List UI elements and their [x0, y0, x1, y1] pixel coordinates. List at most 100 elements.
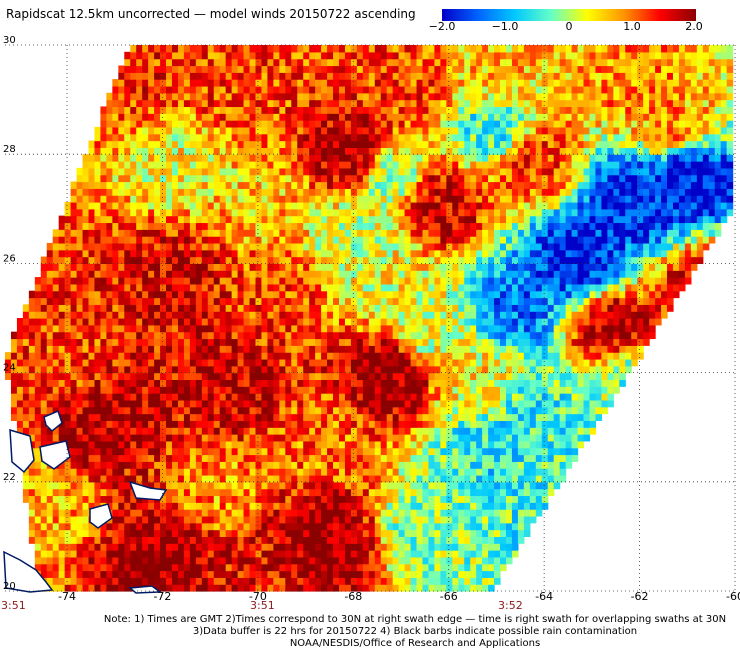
wind-cell [297, 311, 304, 319]
wind-cell [166, 502, 173, 510]
wind-cell [195, 529, 203, 537]
wind-cell [416, 563, 424, 572]
wind-cell [392, 270, 400, 278]
wind-cell [183, 393, 191, 401]
wind-cell [649, 283, 656, 292]
wind-cell [452, 563, 459, 572]
wind-cell [231, 502, 239, 510]
wind-cell [440, 440, 447, 449]
wind-cell [625, 270, 632, 278]
wind-cell [529, 249, 537, 258]
wind-cell [195, 345, 203, 353]
wind-cell [338, 283, 346, 292]
wind-cell [70, 474, 78, 483]
wind-cell [350, 283, 358, 292]
wind-cell [655, 270, 662, 278]
wind-cell [672, 277, 680, 285]
wind-cell [5, 352, 12, 360]
wind-cell [511, 352, 519, 360]
wind-cell [297, 338, 304, 346]
wind-cell [434, 468, 441, 476]
wind-cell [291, 386, 298, 394]
wind-cell [88, 297, 96, 305]
wind-cell [488, 297, 495, 305]
wind-cell [470, 249, 477, 258]
wind-cell [213, 304, 221, 312]
wind-cell [183, 345, 191, 353]
wind-cell [655, 297, 662, 305]
wind-cell [547, 406, 555, 415]
wind-cell [327, 536, 334, 544]
wind-cell [428, 311, 436, 319]
wind-cell [500, 386, 507, 394]
wind-cell [589, 420, 597, 428]
wind-cell [166, 379, 173, 387]
wind-cell [386, 324, 394, 333]
wind-cell [255, 304, 263, 312]
wind-cell [380, 386, 388, 394]
wind-cell [315, 495, 322, 503]
wind-cell [148, 468, 155, 476]
wind-cell [321, 311, 328, 319]
wind-cell [28, 399, 36, 408]
wind-cell [321, 434, 328, 442]
wind-cell [136, 242, 143, 251]
wind-cell [297, 372, 304, 381]
wind-cell [386, 509, 394, 517]
wind-cell [565, 249, 573, 258]
wind-cell [321, 440, 328, 449]
wind-cell [404, 474, 412, 483]
wind-cell [535, 461, 543, 469]
wind-cell [327, 311, 334, 319]
wind-cell [148, 249, 155, 258]
wind-cell [118, 550, 125, 558]
wind-cell [321, 283, 328, 292]
wind-cell [213, 461, 221, 469]
wind-cell [386, 468, 394, 476]
wind-cell [327, 399, 334, 408]
wind-cell [243, 529, 251, 537]
wind-cell [422, 290, 430, 299]
wind-cell [321, 263, 328, 271]
wind-cell [166, 283, 173, 292]
wind-cell [398, 358, 406, 367]
wind-cell [547, 242, 555, 251]
wind-cell [261, 297, 269, 305]
wind-cell [398, 311, 406, 319]
wind-cell [303, 577, 310, 585]
wind-cell [368, 338, 376, 346]
wind-cell [505, 515, 513, 524]
wind-cell [154, 413, 161, 421]
wind-cell [428, 270, 436, 278]
wind-cell [207, 515, 215, 524]
wind-cell [356, 536, 364, 544]
wind-cell [183, 427, 191, 435]
wind-cell [279, 358, 286, 367]
wind-cell [213, 563, 221, 572]
wind-cell [321, 393, 328, 401]
wind-cell [327, 290, 334, 299]
wind-cell [488, 529, 495, 537]
wind-cell [52, 570, 60, 578]
wind-cell [231, 249, 239, 258]
wind-cell [422, 270, 430, 278]
wind-cell [58, 427, 66, 435]
wind-cell [315, 242, 322, 251]
wind-cell [76, 256, 84, 264]
wind-cell [607, 277, 614, 285]
wind-cell [500, 509, 507, 517]
wind-cell [440, 331, 447, 340]
wind-cell [136, 536, 143, 544]
wind-cell [416, 283, 424, 292]
wind-cell [404, 277, 412, 285]
wind-cell [315, 297, 322, 305]
wind-cell [667, 304, 674, 312]
wind-cell [500, 379, 507, 387]
wind-cell [112, 365, 119, 374]
wind-cell [16, 324, 24, 333]
wind-cell [428, 420, 436, 428]
wind-cell [285, 242, 292, 251]
wind-cell [70, 556, 78, 565]
wind-cell [571, 290, 579, 299]
wind-cell [261, 270, 269, 278]
